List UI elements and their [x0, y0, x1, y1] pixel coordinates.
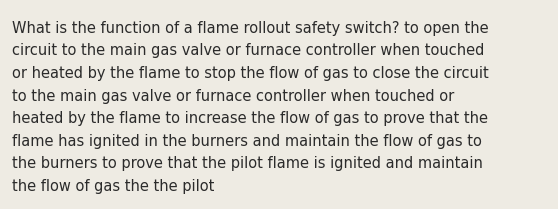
Text: flame has ignited in the burners and maintain the flow of gas to: flame has ignited in the burners and mai…	[12, 134, 482, 149]
Text: or heated by the flame to stop the flow of gas to close the circuit: or heated by the flame to stop the flow …	[12, 66, 489, 81]
Text: the flow of gas the the pilot: the flow of gas the the pilot	[12, 179, 215, 194]
Text: the burners to prove that the pilot flame is ignited and maintain: the burners to prove that the pilot flam…	[12, 156, 483, 171]
Text: heated by the flame to increase the flow of gas to prove that the: heated by the flame to increase the flow…	[12, 111, 488, 126]
Text: to the main gas valve or furnace controller when touched or: to the main gas valve or furnace control…	[12, 89, 455, 104]
Text: What is the function of a flame rollout safety switch? to open the: What is the function of a flame rollout …	[12, 21, 489, 36]
Text: circuit to the main gas valve or furnace controller when touched: circuit to the main gas valve or furnace…	[12, 43, 485, 59]
